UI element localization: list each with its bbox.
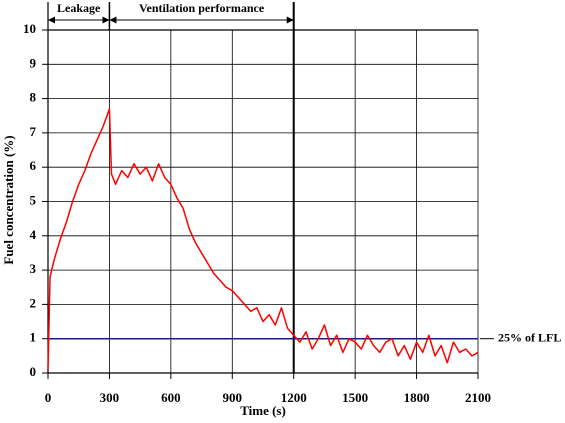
x-tick-label: 900: [223, 390, 243, 405]
x-tick-label: 600: [161, 390, 181, 405]
data-line: [47, 108, 479, 370]
phase-label: Leakage: [57, 1, 101, 15]
y-tick-label: 7: [30, 124, 37, 139]
y-tick-label: 5: [30, 192, 37, 207]
x-tick-label: 2100: [465, 390, 491, 405]
x-tick-label: 0: [45, 390, 52, 405]
phase-label: Ventilation performance: [139, 1, 265, 15]
x-tick-label: 1800: [404, 390, 430, 405]
x-tick-label: 300: [100, 390, 120, 405]
reference-label: 25% of LFL: [498, 330, 561, 344]
x-tick-label: 1500: [342, 390, 368, 405]
x-tick-label: 1200: [281, 390, 307, 405]
y-tick-label: 4: [30, 227, 37, 242]
y-tick-label: 3: [30, 261, 37, 276]
y-tick-label: 6: [30, 158, 37, 173]
y-tick-label: 2: [30, 295, 37, 310]
y-axis-label: Fuel concentration (%): [1, 135, 16, 264]
y-tick-label: 10: [23, 21, 36, 36]
y-tick-label: 0: [30, 364, 37, 379]
y-tick-label: 1: [30, 330, 37, 345]
y-tick-label: 9: [30, 55, 37, 70]
x-axis-label: Time (s): [240, 403, 286, 418]
y-tick-label: 8: [30, 90, 37, 105]
